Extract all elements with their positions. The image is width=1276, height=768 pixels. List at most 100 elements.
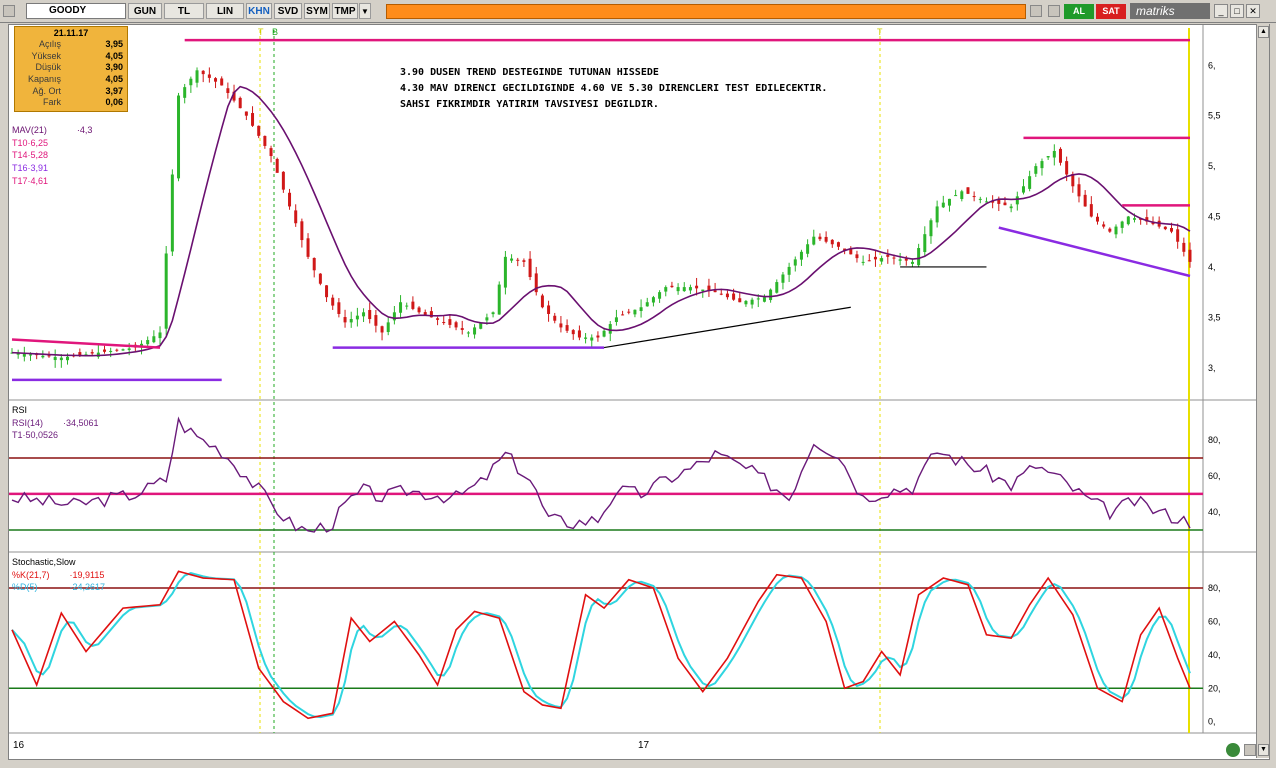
x-label-16: 16 (13, 740, 25, 751)
gun-label: GUN (133, 6, 157, 17)
candle-body (947, 198, 951, 206)
close-icon[interactable]: ✕ (1246, 4, 1260, 18)
candle-body (503, 256, 507, 288)
minimize-icon[interactable]: _ (1214, 4, 1228, 18)
zoom-icon[interactable] (1244, 744, 1256, 756)
svd-button[interactable]: SVD (274, 3, 302, 19)
candle-body (522, 260, 526, 262)
candle-body (164, 253, 168, 329)
candle-body (633, 309, 637, 315)
candle-body (66, 356, 70, 361)
candle-body (836, 242, 840, 247)
candle-body (244, 111, 248, 116)
candle-body (799, 251, 803, 260)
candle-body (121, 349, 125, 351)
change-value: 0,06 (105, 97, 123, 108)
mav-value: ·4,3 (76, 125, 93, 135)
candle-body (590, 337, 594, 341)
candle-body (744, 300, 748, 305)
tl-button[interactable]: TL (164, 3, 204, 19)
symbol-label: GOODY (49, 5, 87, 16)
candle-body (1058, 148, 1062, 163)
price-tick-label: 4,5 (1208, 212, 1221, 222)
sym-button[interactable]: SYM (304, 3, 330, 19)
khn-label: KHN (248, 6, 270, 17)
candle-body (497, 284, 501, 315)
chart-area[interactable] (8, 24, 1270, 760)
candle-body (861, 261, 865, 263)
stoch-tick-label: 20, (1208, 683, 1221, 693)
info-row-change: Fark 0,06 (15, 97, 127, 109)
chart-menu-icon[interactable] (3, 5, 15, 17)
candle-body (806, 244, 810, 254)
candle-body (855, 254, 859, 259)
marker-b: B (272, 27, 278, 37)
info-row-wavg: Ağ. Ort 3,97 (15, 86, 127, 98)
tmp-button[interactable]: TMP (332, 3, 358, 19)
candle-body (1015, 196, 1019, 205)
candle-body (873, 256, 877, 260)
symbol-input[interactable]: GOODY (26, 3, 126, 19)
vertical-scrollbar[interactable]: ▲ ▼ (1256, 24, 1269, 758)
downtrend-support-t16 (998, 226, 1191, 278)
candle-body (380, 326, 384, 333)
candle-body (170, 174, 174, 252)
svd-label: SVD (277, 6, 299, 17)
candle-body (978, 198, 982, 200)
candle-body (368, 309, 372, 320)
candle-body (115, 349, 119, 351)
candle-body (152, 336, 156, 343)
candle-body (325, 285, 329, 298)
candle-body (436, 318, 440, 320)
maximize-icon[interactable]: □ (1230, 4, 1244, 18)
sell-button[interactable]: SAT (1096, 4, 1126, 19)
buy-button[interactable]: AL (1064, 4, 1094, 19)
candle-body (386, 322, 390, 333)
candle-body (923, 234, 927, 253)
lin-button[interactable]: LIN (206, 3, 244, 19)
candle-body (880, 258, 884, 262)
candle-body (972, 196, 976, 198)
candle-body (571, 330, 575, 335)
candle-body (59, 357, 63, 361)
rsi-line (11, 416, 1191, 533)
candle-body (1003, 202, 1007, 206)
marker-t1: T (258, 27, 264, 37)
candle-body (701, 289, 705, 292)
candle-body (787, 266, 791, 275)
candle-body (90, 352, 94, 354)
candle-body (935, 206, 939, 223)
info-date: 21.11.17 (53, 28, 89, 38)
refresh-icon[interactable] (1226, 743, 1240, 757)
candle-body (1052, 150, 1056, 158)
candle-body (226, 88, 230, 94)
candle-body (189, 78, 193, 86)
gun-button[interactable]: GUN (128, 3, 162, 19)
candle-body (343, 317, 347, 323)
price-tick-label: 3,5 (1208, 312, 1221, 322)
candle-body (510, 258, 514, 261)
t14-legend: T14·5,28 (12, 150, 49, 161)
candle-body (479, 322, 483, 329)
order-bar[interactable] (386, 4, 1026, 19)
candle-body (220, 78, 224, 86)
t16-legend: T16·3,91 (12, 163, 49, 174)
settings-icon[interactable] (1030, 5, 1042, 17)
candle-body (645, 302, 649, 307)
candle-body (362, 312, 366, 317)
candle-body (584, 337, 588, 339)
candle-body (707, 285, 711, 291)
chevron-down-icon[interactable]: ▼ (359, 3, 371, 19)
info-row-close: Kapanış 4,05 (15, 74, 127, 86)
ohlc-info-box: 21.11.17 Açılış 3,95 Yüksek 4,05 Düşük 3,90… (14, 26, 128, 112)
khn-button[interactable]: KHN (246, 3, 272, 19)
candle-body (355, 315, 359, 320)
edit-icon[interactable] (1048, 5, 1060, 17)
candle-body (824, 236, 828, 242)
annotation-line-2: 4.30 MAV DIRENCI GECILDIGINDE 4.60 VE 5.… (400, 83, 827, 94)
candle-body (528, 258, 532, 278)
scroll-down-icon[interactable]: ▼ (1258, 744, 1269, 756)
close-value: 4,05 (105, 74, 123, 85)
scroll-up-icon[interactable]: ▲ (1258, 26, 1269, 38)
candle-body (621, 314, 625, 316)
